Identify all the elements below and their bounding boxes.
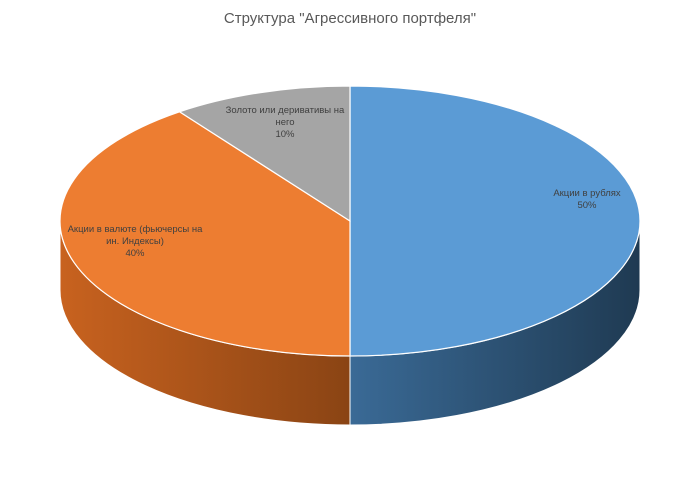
data-label-text: Акции в рублях	[553, 188, 621, 199]
data-label-text: него	[275, 117, 294, 128]
data-label-percent: 40%	[125, 248, 145, 259]
data-label-text: Акции в валюте (фьючерсы на	[68, 224, 204, 235]
chart-title: Структура "Агрессивного портфеля"	[223, 10, 477, 27]
pie-slice	[178, 85, 351, 223]
data-label-percent: 10%	[275, 129, 295, 140]
data-label-percent: 50%	[577, 200, 597, 211]
pie-slice	[59, 111, 351, 357]
data-label-text: ин. Индексы)	[106, 236, 164, 247]
pie-slice	[349, 85, 641, 357]
data-label-text: Золото или деривативы на	[226, 105, 345, 116]
